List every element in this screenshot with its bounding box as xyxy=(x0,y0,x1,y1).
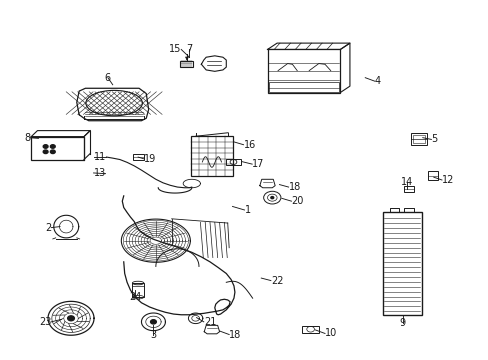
Text: 18: 18 xyxy=(288,182,300,192)
Text: 12: 12 xyxy=(441,175,453,185)
Text: 10: 10 xyxy=(325,328,337,338)
Bar xyxy=(427,171,437,180)
Text: 17: 17 xyxy=(252,159,264,169)
Text: 3: 3 xyxy=(150,329,156,339)
Text: 2: 2 xyxy=(45,222,51,233)
Text: 16: 16 xyxy=(243,140,255,150)
Text: 14: 14 xyxy=(401,177,413,187)
Text: 11: 11 xyxy=(93,152,105,162)
Circle shape xyxy=(50,145,55,148)
Text: 20: 20 xyxy=(291,196,303,206)
Text: 8: 8 xyxy=(24,133,30,143)
Text: 24: 24 xyxy=(129,292,141,302)
Text: 18: 18 xyxy=(229,329,241,339)
Bar xyxy=(132,283,143,297)
Text: 1: 1 xyxy=(244,205,250,215)
Bar xyxy=(302,326,319,333)
Text: 5: 5 xyxy=(430,134,437,144)
Bar xyxy=(133,154,143,160)
Text: 7: 7 xyxy=(186,45,192,54)
Bar xyxy=(190,136,232,176)
Bar xyxy=(267,49,340,93)
Circle shape xyxy=(43,150,48,154)
Text: 4: 4 xyxy=(374,76,380,86)
Text: 6: 6 xyxy=(104,73,111,83)
Text: 22: 22 xyxy=(270,275,283,285)
Circle shape xyxy=(270,197,273,199)
Text: 19: 19 xyxy=(143,154,156,164)
Circle shape xyxy=(67,316,74,321)
Text: 15: 15 xyxy=(168,45,181,54)
Bar xyxy=(269,82,338,92)
Text: 13: 13 xyxy=(93,168,105,178)
Bar xyxy=(226,159,240,165)
Circle shape xyxy=(43,145,48,148)
Bar xyxy=(412,135,424,143)
Bar xyxy=(403,186,413,192)
Text: 9: 9 xyxy=(399,318,405,328)
Circle shape xyxy=(150,320,156,324)
Text: 23: 23 xyxy=(39,317,51,327)
Bar xyxy=(31,136,84,159)
Bar xyxy=(410,134,426,145)
Circle shape xyxy=(50,150,55,154)
Bar xyxy=(382,212,421,315)
Text: 21: 21 xyxy=(203,317,216,327)
Bar xyxy=(180,61,193,67)
